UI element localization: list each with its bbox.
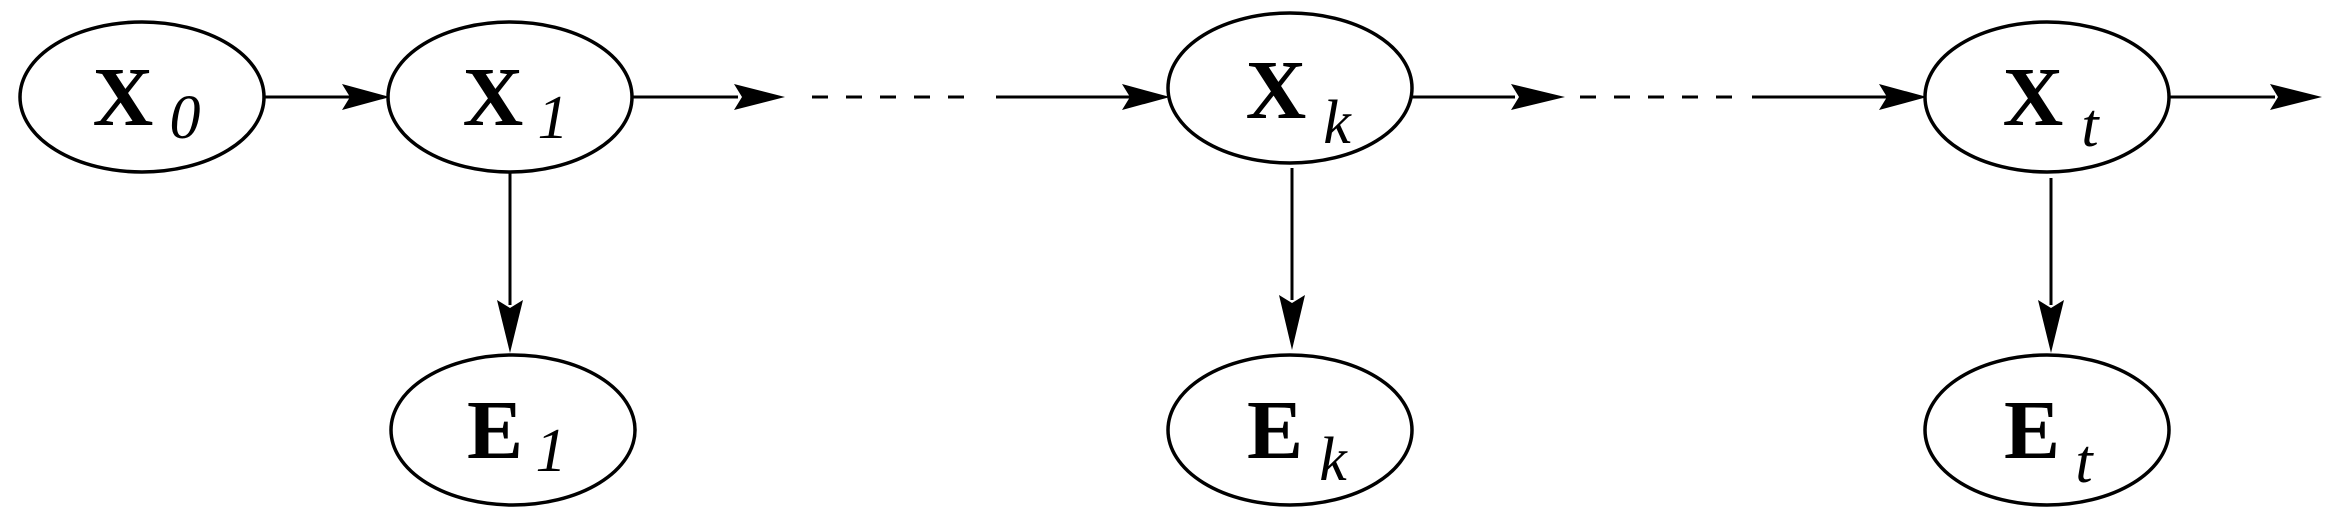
edge-xk-xt bbox=[1412, 84, 1927, 110]
edge-xk-ek bbox=[1279, 168, 1305, 350]
node-xk: X k bbox=[1166, 11, 1414, 165]
node-ek: E k bbox=[1166, 353, 1414, 507]
edge-xt-out bbox=[2170, 84, 2322, 110]
node-x0: X 0 bbox=[18, 20, 266, 174]
edge-x1-e1 bbox=[497, 172, 523, 353]
node-ek-subscript: k bbox=[1319, 426, 1348, 494]
node-e1-subscript: 1 bbox=[536, 417, 567, 485]
node-et-symbol: E bbox=[2004, 384, 2060, 477]
node-xk-subscript: k bbox=[1323, 89, 1352, 157]
node-et-subscript: t bbox=[2075, 428, 2094, 496]
node-ek-symbol: E bbox=[1247, 384, 1303, 477]
node-xt: X t bbox=[1923, 20, 2171, 174]
node-e1-symbol: E bbox=[467, 384, 523, 477]
node-x1-subscript: 1 bbox=[538, 84, 569, 152]
node-et: E t bbox=[1923, 353, 2171, 507]
node-x1: X 1 bbox=[386, 20, 634, 174]
edge-x0-x1 bbox=[265, 84, 390, 110]
node-x0-symbol: X bbox=[93, 51, 154, 144]
node-x0-subscript: 0 bbox=[170, 84, 201, 152]
node-xt-symbol: X bbox=[2003, 51, 2064, 144]
edge-xt-et bbox=[2038, 178, 2064, 353]
edge-x1-xk bbox=[633, 84, 1170, 110]
node-xt-subscript: t bbox=[2081, 92, 2100, 160]
node-x1-symbol: X bbox=[463, 51, 524, 144]
node-e1: E 1 bbox=[389, 353, 637, 507]
node-xk-symbol: X bbox=[1246, 44, 1307, 137]
